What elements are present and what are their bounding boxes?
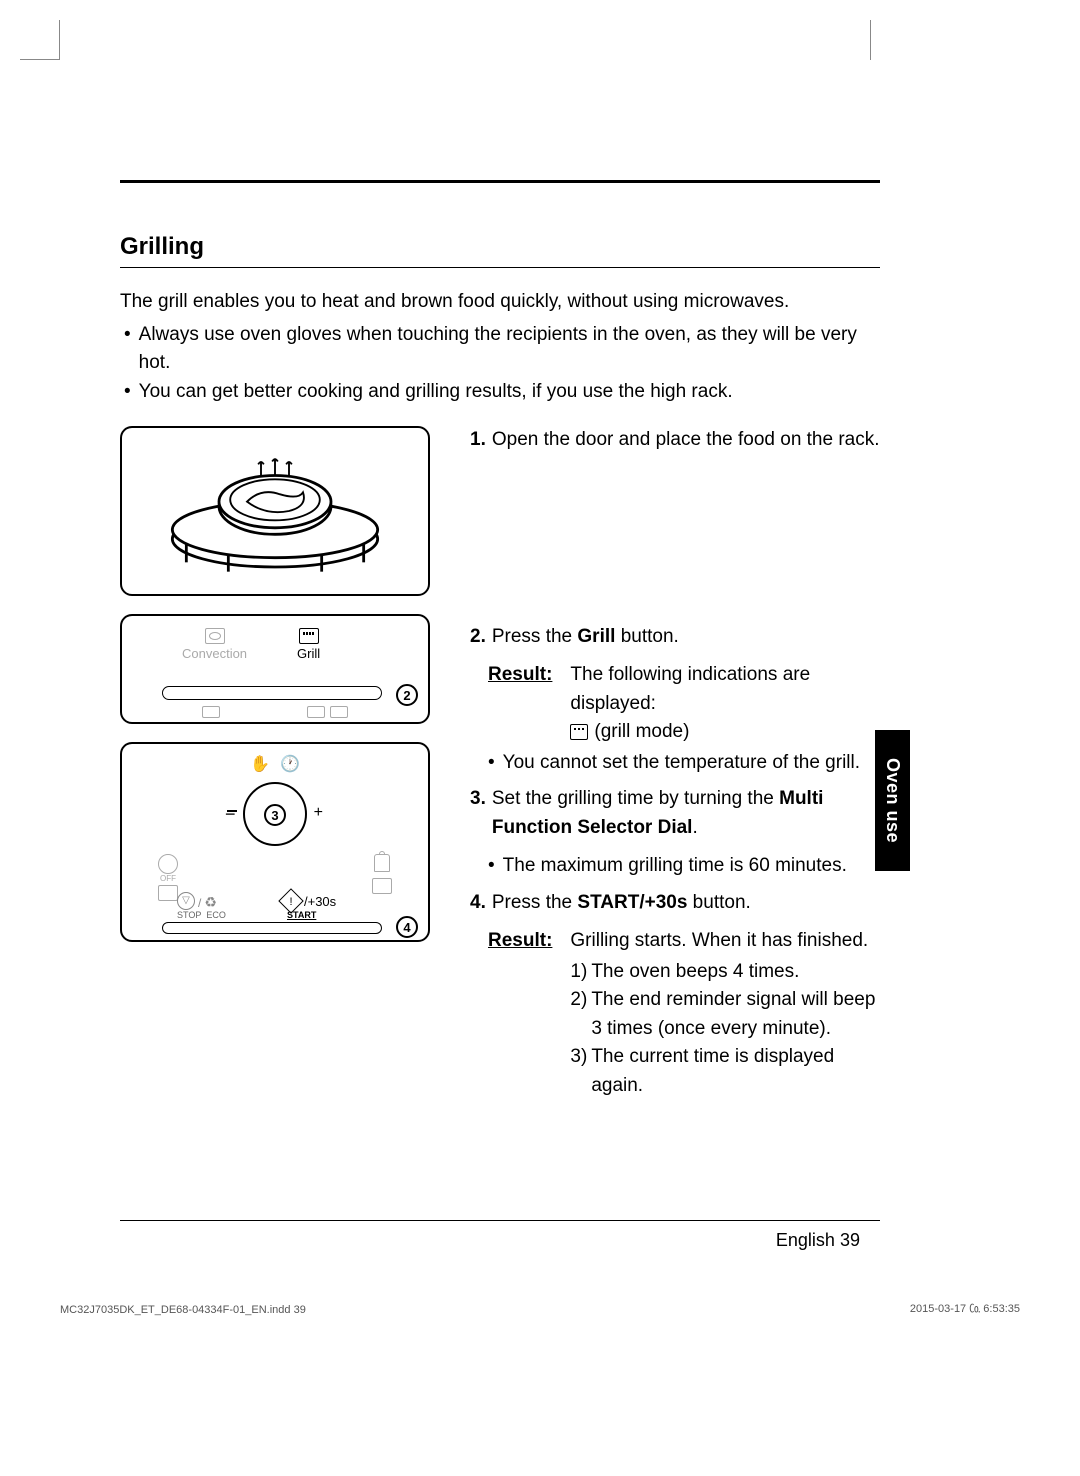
top-icons: ✋ 🕐 (250, 754, 300, 774)
convection-button: Convection (182, 628, 247, 661)
step-2-note: • You cannot set the temperature of the … (488, 749, 880, 778)
bullet-text: Always use oven gloves when touching the… (139, 321, 880, 378)
step-text: Press the START/+30s button. (492, 889, 880, 918)
result-label: Result: (488, 661, 552, 747)
list-item: 2)The end reminder signal will beep 3 ti… (570, 986, 880, 1043)
minus-icon: − (225, 804, 236, 825)
display-bar-bottom (162, 922, 382, 934)
convection-label: Convection (182, 646, 247, 661)
step-text: Open the door and place the food on the … (492, 426, 880, 455)
bullet-dot: • (124, 378, 131, 407)
step-number: 3. (470, 785, 486, 842)
step-4: 4. Press the START/+30s button. (470, 889, 880, 918)
step-number: 2. (470, 623, 486, 652)
footer-language: English 39 (776, 1230, 860, 1251)
list-item: 3)The current time is displayed again. (570, 1043, 880, 1100)
figure-grill-panel: Convection Grill 2 (120, 614, 430, 724)
footer-rule (120, 1220, 880, 1221)
off-label: OFF (158, 874, 178, 883)
footer-filename: MC32J7035DK_ET_DE68-04334F-01_EN.indd 39 (60, 1304, 306, 1316)
small-icon (202, 706, 220, 718)
step-marker-3: 3 (264, 804, 286, 826)
footer-timestamp: 2015-03-17 ㏇ 6:53:35 (910, 1300, 1020, 1316)
stop-eco-group: ▽ / ♻ (177, 892, 220, 910)
result-body: Grilling starts. When it has finished. 1… (570, 927, 880, 1100)
step-4-result: Result: Grilling starts. When it has fin… (488, 927, 880, 1100)
step-text: Set the grilling time by turning the Mul… (492, 785, 880, 842)
list-item: 1)The oven beeps 4 times. (570, 958, 880, 987)
stop-label: STOP ECO (177, 910, 226, 920)
bullet-dot: • (124, 321, 131, 378)
result-label: Result: (488, 927, 552, 1100)
plus30-label: /+30s (304, 894, 336, 909)
step-2-result: Result: The following indications are di… (488, 661, 880, 747)
figure-dial-panel: ✋ 🕐 − 3 OFF (120, 742, 430, 942)
clock-icon: 🕐 (280, 754, 300, 774)
top-rule (120, 180, 880, 183)
section-tab: Oven use (875, 730, 910, 871)
small-icon (330, 706, 348, 718)
intro-bullet: • You can get better cooking and grillin… (120, 378, 880, 407)
step-1: 1. Open the door and place the food on t… (470, 426, 880, 455)
intro-text: The grill enables you to heat and brown … (120, 288, 880, 317)
step-number: 1. (470, 426, 486, 455)
grill-button: Grill (297, 628, 320, 661)
figures-column: Convection Grill 2 ✋ (120, 426, 430, 1100)
section-title: Grilling (120, 233, 880, 268)
step-number: 4. (470, 889, 486, 918)
figure-rack (120, 426, 430, 596)
steps-column: 1. Open the door and place the food on t… (470, 426, 880, 1100)
grill-mode-icon (570, 724, 588, 740)
rack-illustration-svg (135, 436, 415, 586)
result-body: The following indications are displayed:… (570, 661, 880, 747)
start-group: ! /+30s (282, 892, 336, 910)
step-text: Press the Grill button. (492, 623, 880, 652)
bullet-text: You can get better cooking and grilling … (139, 378, 733, 407)
start-label: START (287, 910, 316, 920)
result-numbered-list: 1)The oven beeps 4 times. 2)The end remi… (570, 958, 880, 1101)
step-3-note: • The maximum grilling time is 60 minute… (488, 852, 880, 881)
intro-bullet: • Always use oven gloves when touching t… (120, 321, 880, 378)
grill-mode-line: (grill mode) (570, 718, 880, 747)
step-marker-4: 4 (396, 916, 418, 938)
hand-icon: ✋ (250, 754, 270, 774)
crop-mark (870, 20, 910, 60)
step-marker-2: 2 (396, 684, 418, 706)
page-content: Grilling The grill enables you to heat a… (120, 180, 880, 1100)
step-2: 2. Press the Grill button. (470, 623, 880, 652)
small-icon (307, 706, 325, 718)
step-3: 3. Set the grilling time by turning the … (470, 785, 880, 842)
display-bar (162, 686, 382, 700)
right-small-button (372, 854, 392, 894)
grill-label: Grill (297, 646, 320, 661)
crop-mark (20, 20, 60, 60)
left-small-button: OFF (158, 854, 178, 901)
